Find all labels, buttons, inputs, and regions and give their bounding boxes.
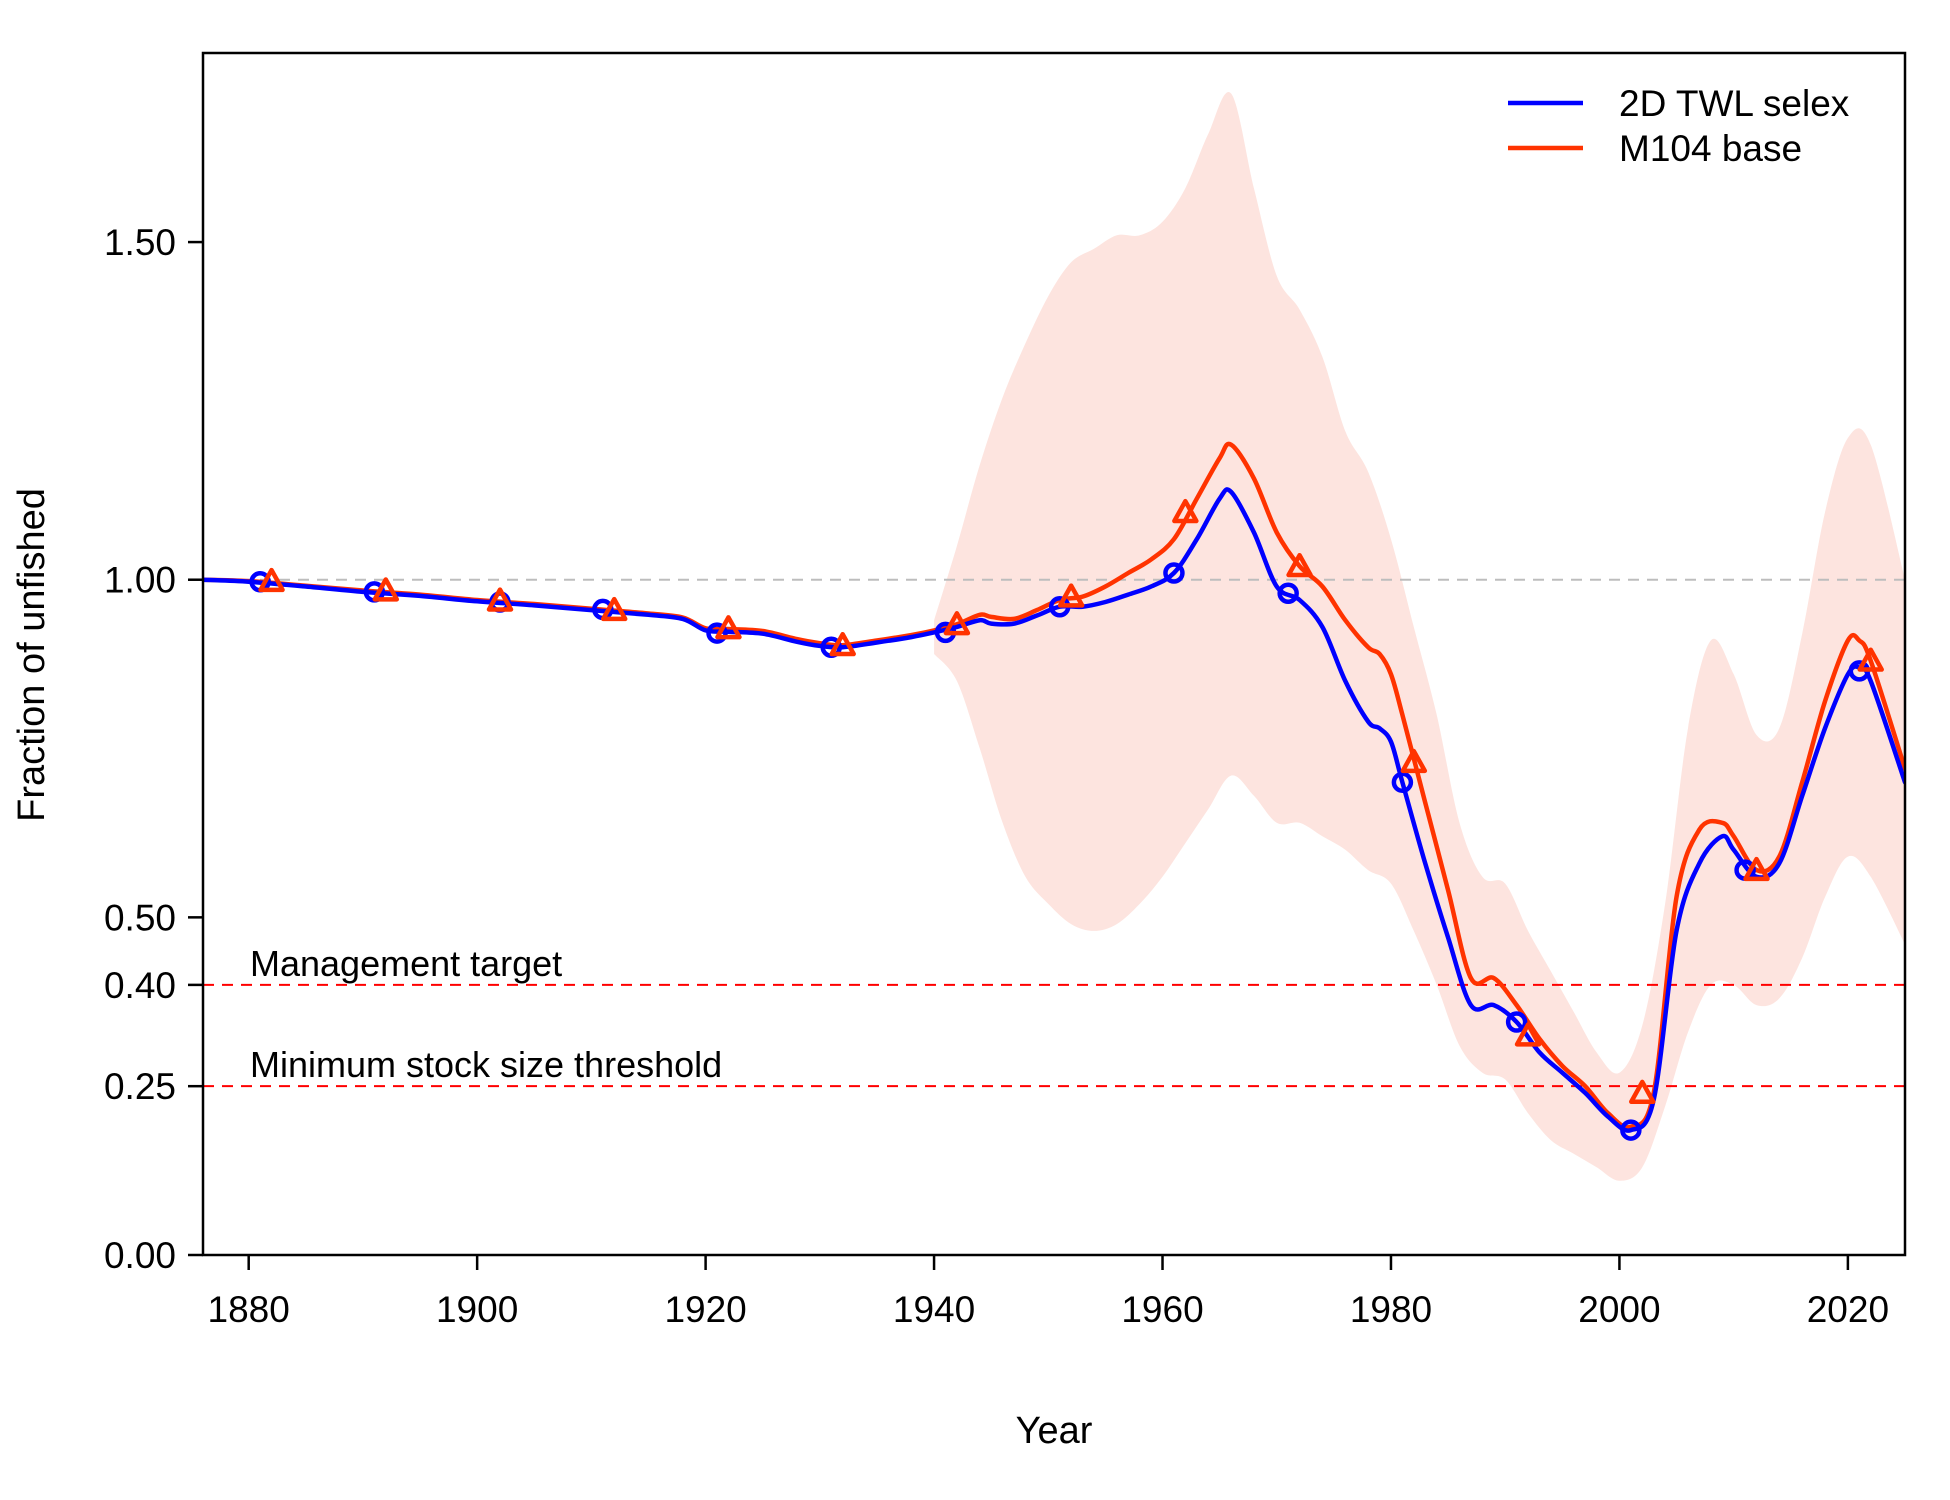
marker-m104-base-2: [486, 587, 514, 612]
x-tick-label-1920: 1920: [664, 1289, 746, 1330]
y-axis-label: Fraction of unfished: [11, 488, 53, 822]
x-tick-label-1980: 1980: [1350, 1289, 1432, 1330]
marker-m104-base-11: [1514, 1022, 1542, 1047]
marker-m104-base-8: [1172, 498, 1199, 524]
marker-2d-twl-selex-9: [1277, 582, 1299, 604]
marker-m104-base-4: [715, 615, 742, 640]
marker-m104-base-6: [943, 611, 971, 636]
marker-m104-base-12: [1629, 1079, 1656, 1104]
x-tick-label-1940: 1940: [893, 1289, 975, 1330]
marker-2d-twl-selex-8: [1163, 562, 1185, 584]
y-tick-label-1: 0.25: [104, 1066, 176, 1107]
x-tick-label-1960: 1960: [1121, 1289, 1203, 1330]
marker-m104-base-7: [1057, 583, 1085, 608]
marker-m104-base-14: [1857, 647, 1884, 672]
axes-layer: 1880 1900 1920 1940 1960 1980 2000 2020 0.00 0.25…: [104, 222, 1889, 1330]
legend-label-m104-base: M104 base: [1619, 128, 1802, 169]
x-tick-label-1900: 1900: [436, 1289, 518, 1330]
y-tick-label-3: 0.50: [104, 897, 176, 938]
reference-line-label-2: Minimum stock size threshold: [250, 1044, 722, 1085]
marker-m104-base-3: [600, 596, 628, 622]
y-tick-label-2: 0.40: [104, 965, 176, 1006]
y-tick-label-4: 1.00: [104, 560, 176, 601]
series-line-2d-twl-selex: [203, 487, 1905, 1133]
marker-2d-twl-selex-11: [1505, 1011, 1528, 1033]
marker-2d-twl-selex-12: [1620, 1119, 1642, 1141]
reference-line-label-1: Management target: [250, 943, 562, 984]
series-layer: [203, 441, 1905, 1133]
markers-layer: [249, 498, 1884, 1141]
marker-m104-base-9: [1286, 552, 1313, 578]
x-axis-label: Year: [1016, 1410, 1093, 1452]
marker-m104-base-0: [258, 567, 285, 593]
marker-m104-base-5: [829, 631, 856, 657]
y-tick-label-5: 1.50: [104, 222, 176, 263]
marker-2d-twl-selex-4: [706, 622, 728, 644]
marker-m104-base-10: [1400, 748, 1428, 774]
uncertainty-band-layer: [934, 92, 1905, 1181]
x-tick-label-1880: 1880: [208, 1289, 290, 1330]
legend-label-2d-twl-selex: 2D TWL selex: [1619, 83, 1850, 124]
marker-m104-base-1: [372, 577, 400, 602]
uncertainty-band: [934, 92, 1905, 1181]
reference-lines-layer: Management target Minimum stock size thre…: [203, 578, 1905, 1088]
x-tick-label-2020: 2020: [1807, 1289, 1889, 1330]
plot-frame: [201, 51, 1907, 1257]
series-line-m104-base: [203, 441, 1905, 1130]
marker-2d-twl-selex-10: [1391, 771, 1414, 794]
x-tick-label-2000: 2000: [1578, 1289, 1660, 1330]
y-tick-label-0: 0.00: [104, 1235, 176, 1276]
marker-m104-base-13: [1743, 856, 1770, 882]
